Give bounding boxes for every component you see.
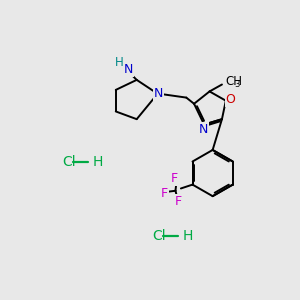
Text: H: H <box>115 56 124 69</box>
Text: N: N <box>199 123 208 136</box>
Text: H: H <box>92 154 103 169</box>
Text: CH: CH <box>225 75 242 88</box>
Text: F: F <box>161 187 168 200</box>
Text: H: H <box>182 229 193 243</box>
Text: N: N <box>154 87 163 100</box>
Text: 3: 3 <box>235 80 240 88</box>
Text: F: F <box>175 195 182 208</box>
Text: F: F <box>170 172 178 185</box>
Text: Cl: Cl <box>62 154 76 169</box>
Text: O: O <box>226 93 236 106</box>
Text: N: N <box>124 63 133 76</box>
Text: Cl: Cl <box>152 229 166 243</box>
